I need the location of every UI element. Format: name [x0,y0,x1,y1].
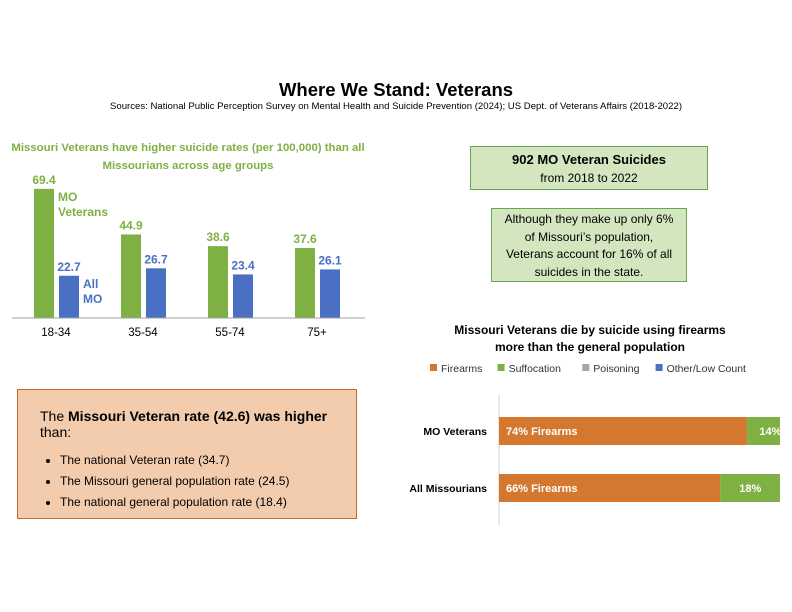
bar-chart-title-line-2: Missourians across age groups [102,160,274,172]
bar-chart-title: Missouri Veterans have higher suicide ra… [8,139,368,175]
bar-all-mo [59,275,79,318]
bar-value-label: 23.4 [231,258,255,272]
series-label: All [83,277,98,291]
callout-share-line-1: Although they make up only 6% [504,212,674,226]
summary-heading: The Missouri Veteran rate (42.6) was hig… [40,408,356,440]
bar-mo-veterans [208,246,228,318]
firearm-chart-title-line-2: more than the general population [494,340,685,354]
segment-label: 14% [759,426,780,438]
category-tick-label: 75+ [307,327,327,339]
stacked-segment-suffocation [746,417,780,445]
bar-value-label: 44.9 [119,218,143,232]
legend-swatch [430,364,437,371]
category-label: MO Veterans [423,426,487,438]
bar-mo-veterans [295,248,315,318]
summary-outro: than: [40,424,72,440]
segment-label: 18% [739,483,761,495]
page-sources: Sources: National Public Perception Surv… [109,101,683,112]
firearm-chart-title: Missouri Veterans die by suicide using f… [440,322,740,356]
stacked-segment-suffocation [720,474,780,502]
bar-all-mo [146,268,166,318]
series-label: MO [58,190,77,204]
callout-share-line-2: of Missouri’s population, [524,229,654,244]
age-rate-bar-chart: 69.4MOVeterans22.7AllMO18-3444.926.735-5… [12,173,365,339]
callout-count-line-1: 902 MO Veteran Suicides [512,152,666,167]
bar-value-label: 22.7 [57,260,81,274]
summary-emphasis: Missouri Veteran rate (42.6) was higher [68,408,328,424]
bar-mo-veterans [121,234,141,318]
stacked-segment-firearms [499,474,721,502]
population-share-callout: Although they make up only 6% of Missour… [491,208,687,282]
method-stacked-bar-chart: Firearms Suffocation Poisoning Other/Low Co… [409,363,780,525]
legend-swatch [655,364,663,371]
bar-value-label: 26.1 [318,253,342,267]
callout-share-line-4: suicides in the state. [534,264,644,279]
legend-swatch [582,364,590,371]
bar-all-mo [233,274,253,318]
summary-item: The national general population rate (18… [60,492,356,513]
legend-label: Poisoning [593,363,639,375]
summary-intro: The [40,408,69,424]
summary-list: The national Veteran rate (34.7) The Mis… [40,450,356,513]
legend-swatch [497,364,505,371]
segment-label: 74% Firearms [506,426,578,438]
bar-value-label: 38.6 [206,230,230,244]
category-tick-label: 18-34 [41,327,71,339]
veteran-suicide-count-callout: 902 MO Veteran Suicides from 2018 to 202… [470,146,708,190]
bar-value-label: 26.7 [144,252,168,266]
category-tick-label: 55-74 [215,327,245,339]
bar-value-label: 69.4 [32,173,56,187]
category-tick-label: 35-54 [128,327,158,339]
legend-label: Suffocation [509,363,562,375]
stacked-segment-firearms [499,417,747,445]
series-label: MO [83,292,102,306]
rate-comparison-summary: The Missouri Veteran rate (42.6) was hig… [17,389,357,519]
segment-label: 66% Firearms [506,483,578,495]
summary-item: The Missouri general population rate (24… [60,471,356,492]
bar-all-mo [320,269,340,318]
legend-label: Other/Low Count [667,363,746,375]
legend-label: Firearms [441,363,482,375]
series-label: Veterans [58,205,108,219]
callout-share-line-3: Veterans account for 16% of all [505,247,673,261]
firearm-chart-title-line-1: Missouri Veterans die by suicide using f… [454,323,726,337]
bar-mo-veterans [34,188,54,318]
summary-item: The national Veteran rate (34.7) [60,450,356,471]
bar-chart-title-line-1: Missouri Veterans have higher suicide ra… [11,142,365,154]
page-title: Where We Stand: Veterans [278,79,514,100]
callout-count-line-2: from 2018 to 2022 [540,171,638,185]
category-label: All Missourians [409,483,487,495]
bar-value-label: 37.6 [293,232,317,246]
